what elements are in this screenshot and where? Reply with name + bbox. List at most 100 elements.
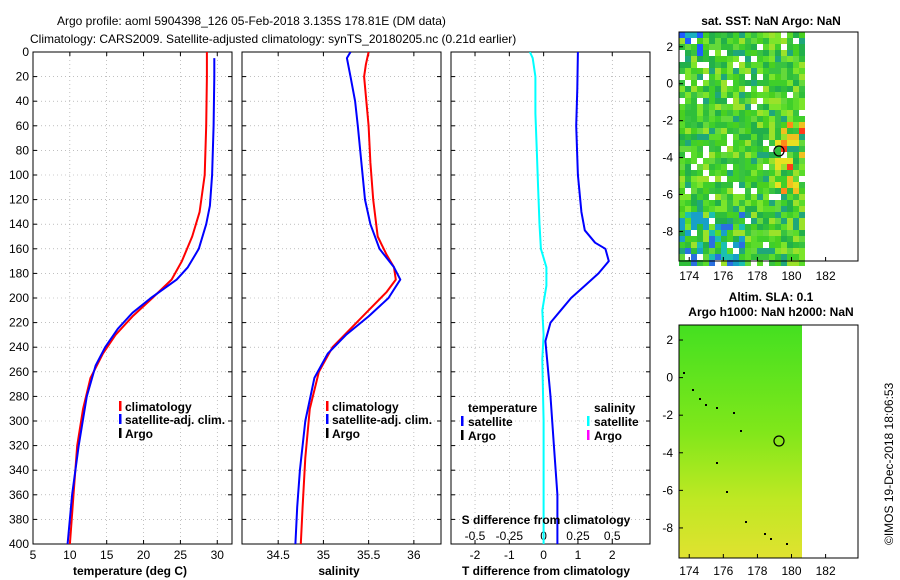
sst-pixel: [781, 170, 787, 176]
sst-pixel: [715, 164, 721, 170]
sst-pixel: [685, 68, 691, 74]
sst-pixel: [745, 206, 751, 212]
sst-pixel: [775, 248, 781, 254]
sst-pixel: [763, 236, 769, 242]
sst-pixel: [769, 104, 775, 110]
sst-pixel: [715, 170, 721, 176]
sst-pixel: [739, 242, 745, 248]
sst-pixel: [739, 134, 745, 140]
sst-pixel: [787, 164, 793, 170]
sst-pixel: [727, 200, 733, 206]
sst-pixel: [751, 38, 757, 44]
sst-pixel: [775, 110, 781, 116]
sst-pixel: [757, 248, 763, 254]
sst-pixel: [697, 44, 703, 50]
sst-pixel: [697, 122, 703, 128]
sst-pixel: [703, 230, 709, 236]
sst-pixel: [769, 74, 775, 80]
sst-pixel: [685, 236, 691, 242]
x-tick-label: 25: [174, 548, 188, 562]
sst-pixel: [703, 56, 709, 62]
sst-pixel: [793, 260, 799, 266]
sst-pixel: [685, 92, 691, 98]
sst-pixel: [697, 176, 703, 182]
sst-pixel: [709, 38, 715, 44]
sst-pixel: [709, 44, 715, 50]
sst-pixel: [715, 236, 721, 242]
sst-pixel: [691, 56, 697, 62]
sst-pixel: [709, 80, 715, 86]
sst-pixel: [793, 50, 799, 56]
sst-pixel: [793, 182, 799, 188]
sst-pixel: [727, 254, 733, 260]
sst-pixel: [745, 158, 751, 164]
sst-pixel: [703, 200, 709, 206]
sst-pixel: [721, 74, 727, 80]
x-tick-label: 34.5: [267, 548, 291, 562]
sst-pixel: [691, 158, 697, 164]
sst-pixel: [715, 194, 721, 200]
sst-pixel: [727, 158, 733, 164]
sst-pixel: [703, 110, 709, 116]
sst-pixel: [745, 140, 751, 146]
sst-pixel: [745, 176, 751, 182]
copyright-note: ©IMOS 19-Dec-2018 18:06:53: [882, 382, 896, 545]
sst-pixel: [787, 158, 793, 164]
sst-pixel: [799, 74, 805, 80]
y-tick-label: 360: [9, 488, 29, 502]
sst-pixel: [709, 236, 715, 242]
sst-pixel: [691, 224, 697, 230]
x-tick-label: 20: [137, 548, 151, 562]
sst-pixel: [763, 188, 769, 194]
sst-pixel: [769, 68, 775, 74]
sst-pixel: [781, 116, 787, 122]
sst-pixel: [757, 188, 763, 194]
y-tick-label: 220: [9, 316, 29, 330]
sst-pixel: [709, 206, 715, 212]
legend-swatch-argo: [326, 428, 329, 438]
sst-pixel: [721, 248, 727, 254]
sst-pixel: [739, 98, 745, 104]
sst-pixel: [733, 32, 739, 38]
sst-pixel: [739, 68, 745, 74]
sst-pixel: [775, 164, 781, 170]
sst-pixel: [685, 134, 691, 140]
sst-pixel: [703, 254, 709, 260]
sst-pixel: [679, 134, 685, 140]
temperature-xlabel: temperature (deg C): [73, 564, 187, 578]
sst-pixel: [745, 80, 751, 86]
sst-pixel: [781, 74, 787, 80]
sst-pixel: [799, 86, 805, 92]
sst-pixel: [739, 182, 745, 188]
sst-pixel: [787, 32, 793, 38]
sst-pixel: [733, 200, 739, 206]
sst-pixel: [763, 128, 769, 134]
sst-pixel: [679, 200, 685, 206]
sst-pixel: [751, 170, 757, 176]
sst-pixel: [733, 194, 739, 200]
x-tick-label: -1: [504, 548, 515, 562]
sst-pixel: [691, 200, 697, 206]
sst-pixel: [787, 122, 793, 128]
sst-pixel: [769, 116, 775, 122]
sst-pixel: [745, 122, 751, 128]
sst-pixel: [691, 212, 697, 218]
sst-pixel: [691, 80, 697, 86]
sst-pixel: [793, 212, 799, 218]
sst-pixel: [727, 38, 733, 44]
sst-pixel: [697, 56, 703, 62]
sst-pixel: [775, 32, 781, 38]
sst-pixel: [733, 86, 739, 92]
sst-pixel: [787, 218, 793, 224]
sst-pixel: [733, 74, 739, 80]
sst-pixel: [715, 80, 721, 86]
sst-pixel: [709, 260, 715, 266]
sst-pixel: [775, 206, 781, 212]
sst-pixel: [757, 218, 763, 224]
sst-pixel: [781, 188, 787, 194]
sst-pixel: [787, 200, 793, 206]
x-tick-label: 5: [30, 548, 37, 562]
sst-pixel: [781, 122, 787, 128]
sst-pixel: [793, 218, 799, 224]
sst-pixel: [721, 260, 727, 266]
